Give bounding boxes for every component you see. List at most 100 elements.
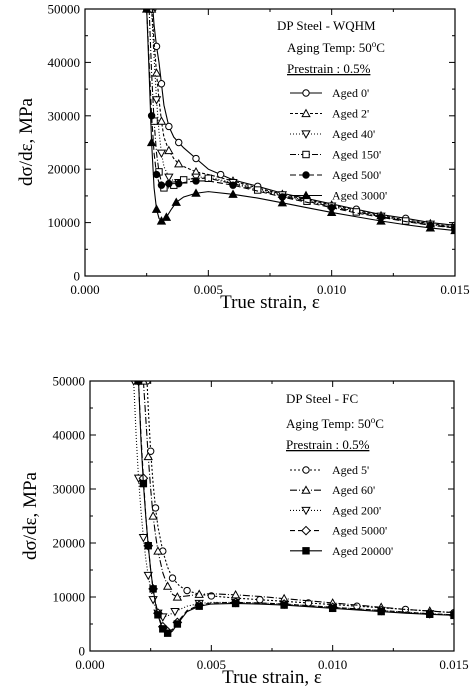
legend: DP Steel - FC Aging Temp: 50oC Prestrain… [286,391,384,452]
data-point [151,504,160,512]
data-point [171,197,181,206]
data-point [183,586,191,595]
x-tick-label: 0.010 [318,657,347,672]
legend-marker [301,130,311,139]
plot-frame [89,380,455,652]
data-point [156,116,167,125]
legend-item: Aged 40' [290,127,375,141]
y-axis-title: dσ/dε, MPa [20,471,41,559]
data-point [192,177,200,185]
legend-item: Aged 5' [290,463,369,477]
legend-marker [302,150,310,159]
data-point [195,602,203,610]
legend-item: Aged 3000' [290,189,387,203]
x-tick-label: 0.015 [439,657,468,672]
aging-temp-text: Aging Temp: 50 [287,40,372,55]
legend-label: Aged 5000' [332,524,387,538]
aging-temp-unit: C [375,416,384,431]
legend-marker [301,525,311,536]
legend-marker [302,466,310,474]
legend-items: Aged 0' Aged 2' Aged 40' Aged 150' Aged 500'… [290,86,387,203]
series-group [141,9,455,235]
data-point [152,170,161,179]
data-point [164,145,174,155]
y-tick-label: 10000 [53,590,86,605]
data-point [425,223,436,232]
aging-temp-degree: o [372,39,377,49]
aging-temp-label: Aging Temp: 50oC [287,39,385,55]
data-point [161,212,172,221]
data-point [426,610,434,618]
data-point [175,138,183,147]
legend: DP Steel - WQHM Aging Temp: 50oC Prestra… [277,18,385,76]
y-tick-label: 50000 [53,374,86,389]
data-point [156,149,167,159]
legend-item: Aged 2' [290,107,369,121]
x-tick-label: 0.005 [194,282,223,297]
data-point [157,181,166,189]
data-point [328,604,337,613]
aging-temp-label: Aging Temp: 50oC [286,415,384,431]
y-tick-label: 10000 [48,215,81,230]
data-point [163,629,172,637]
data-point [143,571,153,581]
data-point [134,381,143,385]
data-point [139,479,148,488]
data-point [153,546,163,555]
legend-marker [301,485,311,494]
chart-fc: 0.000 0.005 0.010 0.015 0 10000 20000 30000 4000… [20,374,469,689]
legend-item: Aged 500' [290,168,381,182]
legend-label: Aged 500' [332,168,381,182]
y-tick-label: 30000 [53,482,86,497]
y-tick-label: 0 [79,644,86,659]
series-line [133,381,454,618]
data-point [194,589,204,598]
data-point [146,137,157,147]
series-5 [134,381,454,637]
y-tick-label: 0 [74,269,81,284]
legend-item: Aged 5000' [290,524,387,538]
chart-wqhm: 0.000 0.005 0.010 0.015 0 10000 20000 30000 4000… [16,2,470,314]
data-point [168,574,177,582]
y-tick-label: 40000 [53,428,86,443]
data-point [164,173,174,183]
prestrain-label: Prestrain : 0.5% [287,61,371,76]
legend-label: Aged 60' [332,483,375,497]
data-point [174,158,184,168]
y-axis-title: dσ/dε, MPa [16,97,37,185]
plot-frame [84,8,456,277]
data-point [138,534,149,543]
legend-label: Aged 40' [332,127,375,141]
x-tick-label: 0.015 [440,282,469,297]
legend-marker [302,171,310,179]
data-point [277,197,288,207]
data-point [256,596,264,604]
data-point [280,601,288,609]
data-point [173,620,182,628]
y-tick-label: 20000 [53,536,86,551]
prestrain-label: Prestrain : 0.5% [286,437,370,452]
data-point [151,96,162,105]
aging-temp-unit: C [376,40,385,55]
legend-label: Aged 200' [332,503,381,517]
legend-marker [302,547,310,555]
data-point [170,608,180,617]
data-point [450,225,455,235]
data-point [149,585,157,593]
aging-temp-text: Aging Temp: 50 [286,416,371,431]
data-point [165,122,173,131]
legend-marker [301,190,311,200]
x-axis-title: True strain, ε [222,667,322,688]
data-point [376,216,386,225]
legend-label: Aged 150' [332,148,381,162]
data-point [192,154,200,163]
data-point [146,447,155,455]
axis-ticks: 0.000 0.005 0.010 0.015 0 10000 20000 30000 4000… [48,2,470,298]
data-point [229,181,237,189]
series-6 [141,9,455,235]
x-axis-title: True strain, ε [220,292,320,313]
legend-label: Aged 20000' [332,544,393,558]
data-point [165,179,173,188]
data-point [151,204,162,213]
